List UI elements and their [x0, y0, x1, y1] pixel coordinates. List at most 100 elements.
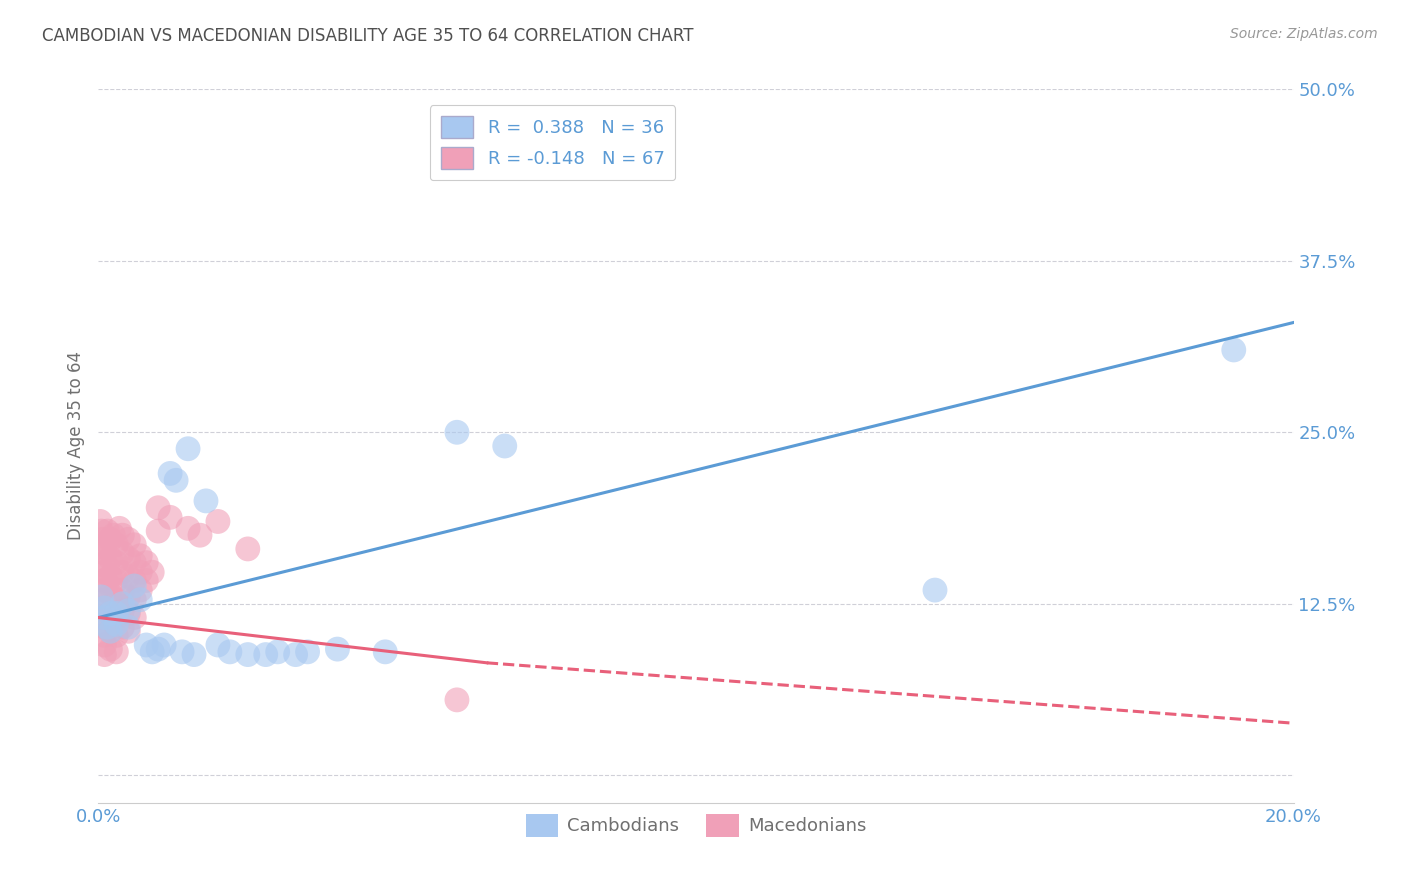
Point [105, 607, 128, 621]
Point [111, 620, 134, 634]
Point [141, 566, 163, 580]
Point [93, 638, 115, 652]
Point [89, 515, 111, 529]
Point [254, 648, 277, 662]
Point [93, 574, 115, 588]
Point [93, 620, 115, 634]
Point [129, 592, 152, 607]
Point [494, 439, 516, 453]
Point [103, 528, 125, 542]
Point [129, 549, 152, 563]
Point [124, 592, 146, 607]
Point [96, 559, 118, 574]
Point [93, 601, 115, 615]
Point [117, 607, 139, 621]
Point [129, 566, 152, 580]
Point [159, 467, 181, 481]
Point [177, 521, 200, 535]
Point [105, 628, 128, 642]
Point [188, 528, 211, 542]
Point [446, 425, 468, 440]
Point [98, 533, 122, 547]
Point [105, 617, 128, 632]
Point [93, 583, 115, 598]
Point [124, 610, 146, 624]
Point [91, 533, 114, 547]
Point [219, 645, 242, 659]
Point [98, 624, 122, 639]
Point [98, 587, 122, 601]
Point [183, 648, 205, 662]
Point [90, 524, 112, 538]
Point [446, 693, 468, 707]
Point [924, 583, 946, 598]
Point [177, 442, 200, 456]
Text: CAMBODIAN VS MACEDONIAN DISABILITY AGE 35 TO 64 CORRELATION CHART: CAMBODIAN VS MACEDONIAN DISABILITY AGE 3… [42, 27, 693, 45]
Point [105, 645, 128, 659]
Point [93, 538, 115, 552]
Point [148, 524, 170, 538]
Point [96, 524, 118, 538]
Point [236, 541, 259, 556]
Point [93, 610, 115, 624]
Point [207, 638, 229, 652]
Point [207, 515, 229, 529]
Point [117, 533, 139, 547]
Point [93, 610, 115, 624]
Point [93, 592, 115, 607]
Point [93, 648, 115, 662]
Point [111, 604, 134, 618]
Point [105, 538, 128, 552]
Point [98, 607, 122, 621]
Point [105, 574, 128, 588]
Point [105, 610, 128, 624]
Point [105, 592, 128, 607]
Point [117, 569, 139, 583]
Point [93, 628, 115, 642]
Point [108, 521, 131, 535]
Point [195, 494, 218, 508]
Point [117, 604, 139, 618]
Point [98, 642, 122, 657]
Point [117, 551, 139, 566]
Point [111, 546, 134, 560]
Point [236, 648, 259, 662]
Point [374, 645, 396, 659]
Point [267, 645, 290, 659]
Point [111, 597, 134, 611]
Point [148, 500, 170, 515]
Point [98, 569, 122, 583]
Point [105, 556, 128, 570]
Point [96, 576, 118, 591]
Point [124, 556, 146, 570]
Point [117, 620, 139, 634]
Point [93, 601, 115, 615]
Point [135, 638, 157, 652]
Point [93, 556, 115, 570]
Point [153, 638, 176, 652]
Point [297, 645, 319, 659]
Point [111, 566, 134, 580]
Point [141, 645, 163, 659]
Point [98, 551, 122, 566]
Point [159, 510, 181, 524]
Point [124, 579, 146, 593]
Point [124, 574, 146, 588]
Point [117, 624, 139, 639]
Point [124, 538, 146, 552]
Point [90, 590, 112, 604]
Point [1223, 343, 1246, 357]
Point [98, 624, 122, 639]
Point [172, 645, 194, 659]
Point [98, 607, 122, 621]
Point [111, 583, 134, 598]
Point [135, 574, 157, 588]
Point [326, 642, 349, 657]
Point [93, 546, 115, 560]
Legend: Cambodians, Macedonians: Cambodians, Macedonians [519, 807, 873, 844]
Point [96, 620, 118, 634]
Point [165, 473, 187, 487]
Point [135, 556, 157, 570]
Point [117, 590, 139, 604]
Point [148, 642, 170, 657]
